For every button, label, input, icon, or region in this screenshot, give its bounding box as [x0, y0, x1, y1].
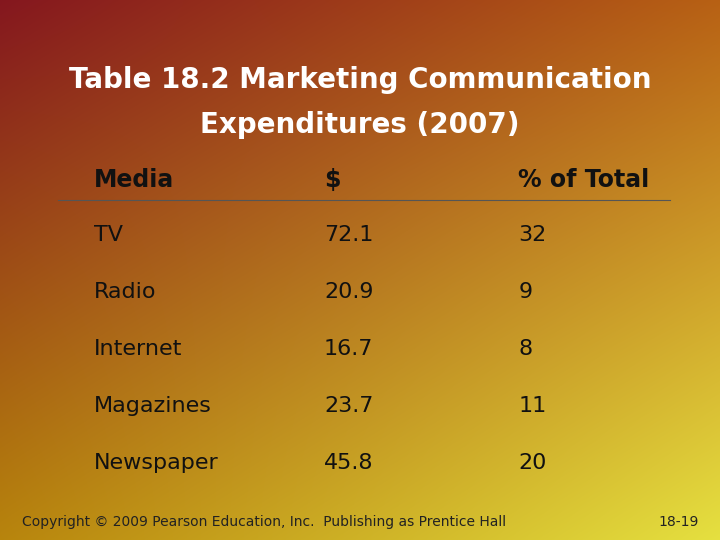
Text: 20.9: 20.9	[324, 282, 374, 302]
Text: $: $	[324, 168, 341, 192]
Text: 20: 20	[518, 453, 546, 473]
Text: Radio: Radio	[94, 282, 156, 302]
Text: 72.1: 72.1	[324, 225, 374, 245]
Text: 18-19: 18-19	[658, 515, 698, 529]
Text: 16.7: 16.7	[324, 339, 374, 359]
Text: TV: TV	[94, 225, 122, 245]
Text: Newspaper: Newspaper	[94, 453, 218, 473]
Text: 9: 9	[518, 282, 533, 302]
Text: Expenditures (2007): Expenditures (2007)	[200, 111, 520, 139]
Text: Table 18.2 Marketing Communication: Table 18.2 Marketing Communication	[68, 66, 652, 94]
Text: 32: 32	[518, 225, 546, 245]
Text: 23.7: 23.7	[324, 396, 374, 416]
Text: 11: 11	[518, 396, 546, 416]
Text: % of Total: % of Total	[518, 168, 649, 192]
Text: Media: Media	[94, 168, 174, 192]
Text: Copyright © 2009 Pearson Education, Inc.  Publishing as Prentice Hall: Copyright © 2009 Pearson Education, Inc.…	[22, 515, 505, 529]
Text: 8: 8	[518, 339, 533, 359]
Text: Magazines: Magazines	[94, 396, 212, 416]
Text: Internet: Internet	[94, 339, 182, 359]
Text: 45.8: 45.8	[324, 453, 374, 473]
